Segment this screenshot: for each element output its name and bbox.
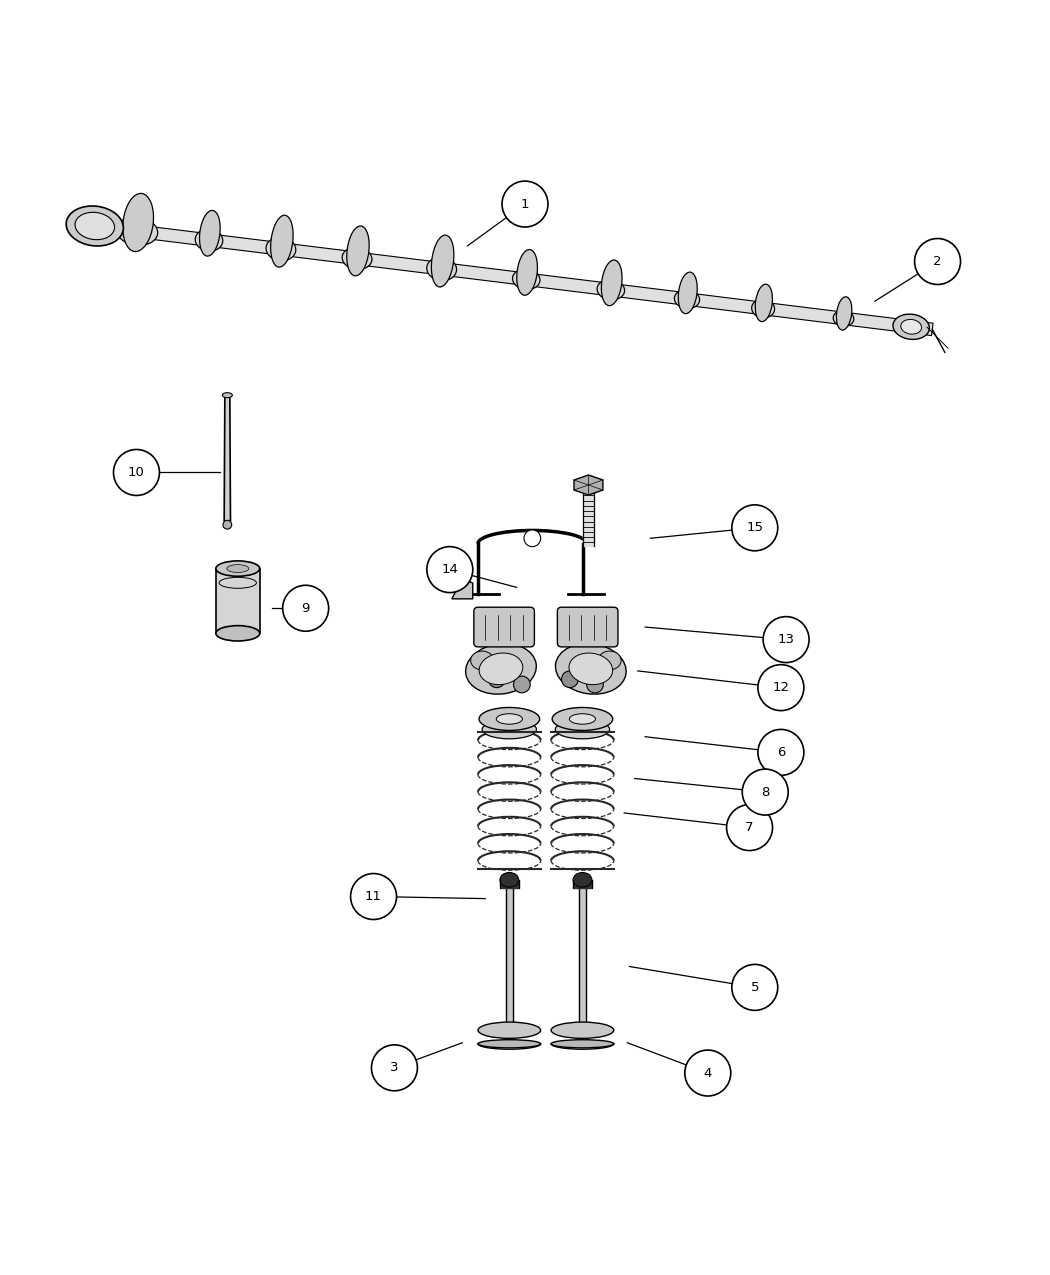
Ellipse shape [75,213,114,240]
Circle shape [763,617,810,663]
Ellipse shape [901,320,922,334]
Text: 9: 9 [301,602,310,615]
Ellipse shape [223,393,232,398]
Ellipse shape [598,652,622,669]
Ellipse shape [195,230,223,251]
Ellipse shape [497,714,523,724]
Polygon shape [574,476,603,495]
Ellipse shape [551,1039,614,1048]
Ellipse shape [478,1039,541,1048]
Polygon shape [85,219,933,335]
Ellipse shape [271,215,293,268]
Text: 1: 1 [521,198,529,210]
Circle shape [742,769,789,815]
Polygon shape [573,880,592,889]
Text: 15: 15 [747,521,763,534]
Text: 6: 6 [777,746,785,759]
Circle shape [502,181,548,227]
Ellipse shape [227,565,249,572]
Ellipse shape [500,872,519,887]
Circle shape [758,664,804,710]
Ellipse shape [569,653,612,685]
Text: 12: 12 [773,681,790,694]
Ellipse shape [569,714,595,724]
Ellipse shape [488,671,505,687]
Ellipse shape [512,269,540,289]
Ellipse shape [892,314,929,339]
Ellipse shape [555,720,610,738]
Ellipse shape [470,652,494,669]
Text: 5: 5 [751,980,759,994]
Ellipse shape [66,207,124,246]
FancyBboxPatch shape [474,607,534,646]
Circle shape [758,729,804,775]
Text: 13: 13 [778,634,795,646]
Ellipse shape [482,720,537,738]
Ellipse shape [552,708,613,731]
Circle shape [223,520,232,529]
Ellipse shape [117,217,158,245]
Circle shape [732,505,778,551]
FancyBboxPatch shape [558,607,618,646]
Ellipse shape [602,260,622,306]
Polygon shape [583,491,593,546]
Ellipse shape [755,284,773,321]
Ellipse shape [478,1023,541,1038]
Circle shape [426,547,472,593]
Ellipse shape [216,626,259,641]
Ellipse shape [678,272,697,314]
Ellipse shape [573,872,592,887]
Ellipse shape [551,1023,614,1038]
Polygon shape [225,398,230,520]
Bar [216,569,259,634]
Ellipse shape [587,676,604,692]
Circle shape [915,238,961,284]
Ellipse shape [426,258,457,280]
Polygon shape [452,578,472,599]
Ellipse shape [834,311,854,326]
Circle shape [685,1051,731,1096]
Ellipse shape [200,210,220,256]
Ellipse shape [752,300,775,317]
Ellipse shape [837,297,852,330]
Text: 2: 2 [933,255,942,268]
Ellipse shape [513,676,530,692]
Polygon shape [579,884,586,1031]
Ellipse shape [266,237,296,261]
Text: 14: 14 [441,564,458,576]
Ellipse shape [517,250,538,296]
Circle shape [282,585,329,631]
Circle shape [524,530,541,547]
Polygon shape [500,880,519,889]
Circle shape [732,964,778,1010]
Ellipse shape [555,644,626,694]
Ellipse shape [479,708,540,731]
Circle shape [727,805,773,850]
Ellipse shape [432,235,454,287]
Ellipse shape [216,561,259,576]
Ellipse shape [479,653,523,685]
Ellipse shape [123,194,153,251]
Text: 7: 7 [746,821,754,834]
Text: 4: 4 [704,1066,712,1080]
Text: 3: 3 [391,1061,399,1075]
Text: 11: 11 [365,890,382,903]
Text: 8: 8 [761,785,770,798]
Ellipse shape [597,279,625,300]
Text: 10: 10 [128,465,145,479]
Ellipse shape [342,247,372,269]
Circle shape [113,450,160,496]
Polygon shape [506,884,513,1031]
Ellipse shape [562,671,579,687]
Ellipse shape [346,226,370,275]
Circle shape [372,1044,418,1091]
Circle shape [351,873,397,919]
Ellipse shape [674,289,699,309]
Ellipse shape [465,644,537,694]
